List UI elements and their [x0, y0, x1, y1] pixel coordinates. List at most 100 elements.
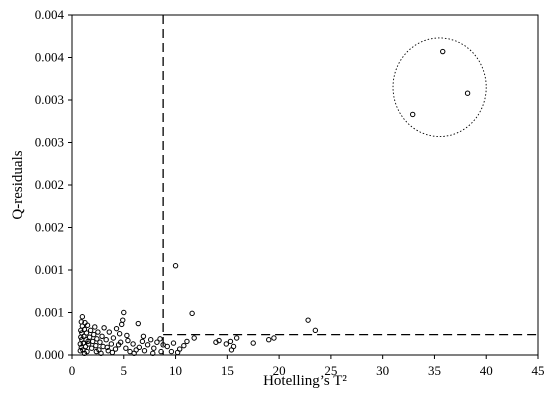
data-point — [108, 341, 115, 347]
data-point — [110, 335, 117, 341]
data-point — [140, 333, 147, 339]
data-point — [131, 350, 137, 356]
data-point — [104, 344, 110, 351]
data-point — [172, 263, 179, 269]
data-point — [101, 325, 107, 331]
threshold-lines — [162, 15, 538, 355]
data-point — [85, 341, 92, 347]
data-point — [189, 310, 195, 317]
data-point — [181, 342, 187, 349]
plot-frame — [71, 14, 539, 356]
data-point — [78, 334, 84, 340]
data-point — [90, 338, 96, 345]
data-point — [117, 339, 124, 345]
data-point — [464, 90, 471, 96]
data-point — [79, 314, 86, 320]
data-point — [112, 346, 119, 352]
data-point — [78, 327, 84, 334]
data-point — [213, 339, 219, 345]
data-point — [170, 340, 177, 346]
x-tick-label: 35 — [428, 363, 441, 378]
y-tick-label: 0.001 — [35, 305, 64, 320]
data-point — [266, 337, 272, 343]
data-point — [116, 331, 123, 337]
data-point — [120, 317, 126, 323]
data-point — [85, 338, 91, 345]
y-tick-label: 0.004 — [35, 50, 65, 65]
data-point — [82, 320, 88, 326]
data-point — [130, 341, 136, 347]
x-axis-ticks: 0 5 10 15 20 25 30 35 40 45 — [69, 355, 545, 378]
data-point — [93, 342, 99, 349]
data-point — [95, 329, 101, 335]
data-point — [233, 335, 240, 341]
data-point — [312, 327, 319, 334]
y-tick-label: 0.000 — [35, 347, 64, 362]
data-point — [440, 48, 446, 55]
data-point — [228, 347, 235, 353]
data-point — [271, 335, 277, 341]
y-tick-label: 0.003 — [35, 135, 64, 150]
y-tick-label: 0.002 — [35, 220, 64, 235]
data-point — [92, 324, 98, 330]
x-tick-label: 30 — [376, 363, 389, 378]
x-tick-label: 10 — [169, 363, 182, 378]
data-point — [84, 322, 91, 328]
data-point — [88, 345, 95, 351]
data-point — [223, 341, 229, 347]
data-point — [77, 348, 83, 354]
data-point — [124, 332, 130, 339]
data-point — [305, 317, 311, 323]
x-tick-label: 15 — [221, 363, 234, 378]
x-tick-label: 25 — [324, 363, 337, 378]
y-tick-label: 0.003 — [35, 92, 64, 107]
data-point — [113, 325, 120, 332]
data-point — [136, 344, 143, 351]
x-axis-title: Hotelling’s T² — [263, 373, 347, 389]
outlier-circle — [392, 37, 487, 137]
data-point — [184, 338, 190, 345]
x-tick-label: 45 — [532, 363, 545, 378]
data-point — [121, 309, 127, 316]
x-tick-label: 5 — [121, 363, 128, 378]
data-point — [154, 339, 160, 345]
data-point — [106, 329, 112, 335]
x-tick-label: 20 — [273, 363, 286, 378]
data-point — [168, 348, 175, 355]
data-point — [135, 320, 141, 327]
data-point — [158, 348, 164, 355]
data-point — [99, 333, 105, 339]
data-point — [97, 339, 103, 345]
x-tick-label: 0 — [69, 363, 76, 378]
y-axis-ticks: 0.000 0.001 0.001 0.002 0.002 0.003 0.003 0.004… — [35, 7, 72, 362]
data-point — [144, 342, 151, 348]
y-tick-label: 0.002 — [35, 177, 64, 192]
y-axis-title: Q-residuals — [10, 150, 26, 219]
data-point — [150, 350, 156, 356]
data-point — [227, 338, 234, 345]
data-point — [78, 319, 85, 325]
data-point — [93, 348, 100, 355]
data-point — [250, 340, 256, 346]
data-point — [151, 345, 157, 351]
data-points — [77, 48, 471, 356]
data-point — [409, 111, 416, 118]
data-point — [91, 331, 97, 338]
data-point — [125, 337, 131, 344]
data-point — [78, 344, 85, 351]
y-tick-label: 0.001 — [35, 262, 64, 277]
data-point — [98, 350, 104, 356]
outlier-highlight — [392, 37, 487, 137]
data-point — [77, 341, 83, 347]
data-point — [160, 342, 166, 348]
data-point — [119, 321, 125, 328]
data-point — [79, 323, 86, 329]
data-point — [94, 336, 100, 342]
x-tick-label: 40 — [480, 363, 493, 378]
y-tick-label: 0.004 — [35, 7, 65, 22]
data-point — [157, 336, 163, 342]
data-point — [123, 345, 129, 351]
data-point — [174, 349, 181, 356]
data-point — [81, 350, 88, 356]
